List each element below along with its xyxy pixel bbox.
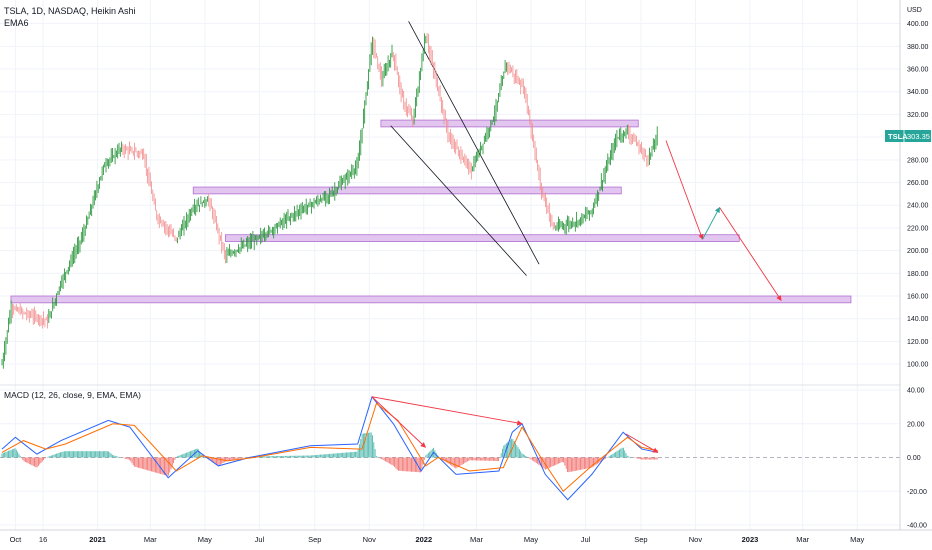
projection-arrows[interactable]: [665, 140, 782, 302]
price-tick-label: 220.00: [907, 225, 929, 232]
time-tick-label: 2021: [89, 535, 106, 544]
time-tick-label: Jul: [581, 535, 591, 544]
macd-divergence-arrows[interactable]: [371, 396, 659, 453]
price-tag-value: 303.35: [907, 132, 930, 141]
time-tick-label: 16: [39, 535, 47, 544]
time-tick-label: Nov: [363, 535, 377, 544]
divergence-arrow[interactable]: [625, 433, 659, 453]
price-tick-label: 200.00: [907, 248, 929, 255]
price-tick-label: 320.00: [907, 112, 929, 119]
price-tick-label: 240.00: [907, 203, 929, 210]
price-tick-label: 400.00: [907, 21, 929, 28]
time-tick-label: Nov: [689, 535, 703, 544]
macd-series-line: [1, 402, 659, 493]
price-tick-label: 120.00: [907, 339, 929, 346]
price-tick-label: 280.00: [907, 157, 929, 164]
zone-rect[interactable]: [225, 234, 740, 242]
time-tick-label: May: [198, 535, 212, 544]
time-tick-label: 2022: [415, 535, 432, 544]
price-candles: [1, 33, 658, 369]
price-tag-background: [885, 130, 931, 142]
trendline[interactable]: [390, 125, 527, 276]
macd-tick-label: 0.00: [907, 455, 921, 462]
time-tick-label: Mar: [144, 535, 157, 544]
projection-arrow[interactable]: [719, 207, 782, 302]
price-tag-symbol: TSLA: [888, 132, 908, 141]
macd-lines: [1, 395, 659, 501]
macd-series-line: [1, 395, 659, 501]
indicator-label[interactable]: EMA6: [4, 18, 29, 28]
currency-label: USD: [907, 7, 922, 14]
last-price-tag: TSLA 303.35: [885, 130, 931, 142]
time-tick-label: Sep: [308, 535, 321, 544]
time-axis[interactable]: Oct 16 2021 Mar May Jul Sep Nov 2022 Mar May Jul Sep…: [10, 535, 865, 544]
projection-arrow[interactable]: [665, 140, 704, 240]
chart-title: TSLA, 1D, NASDAQ, Heikin Ashi: [4, 6, 136, 16]
macd-axis[interactable]: 40.00 20.00 0.00 -20.00 -40.00: [907, 388, 927, 530]
time-tick-label: 2023: [742, 535, 759, 544]
macd-tick-label: -20.00: [907, 489, 927, 496]
trendline[interactable]: [408, 21, 540, 265]
price-tick-label: 360.00: [907, 67, 929, 74]
zone-rect[interactable]: [192, 186, 622, 195]
projection-arrow[interactable]: [702, 207, 720, 240]
time-tick-label: Sep: [634, 535, 647, 544]
support-resistance-zones[interactable]: [10, 119, 852, 304]
price-tick-label: 180.00: [907, 271, 929, 278]
price-axis[interactable]: 100.00 120.00 140.00 160.00 180.00 200.00 220.…: [907, 21, 929, 368]
price-tick-label: 380.00: [907, 44, 929, 51]
divergence-arrow[interactable]: [371, 396, 426, 448]
trendlines[interactable]: [390, 21, 540, 276]
time-tick-label: Mar: [470, 535, 483, 544]
zone-rect[interactable]: [10, 295, 852, 304]
zone-rect[interactable]: [380, 119, 639, 128]
time-tick-label: May: [524, 535, 538, 544]
time-tick-label: Jul: [255, 535, 265, 544]
time-tick-label: May: [850, 535, 864, 544]
macd-tick-label: 40.00: [907, 388, 925, 395]
time-tick-label: Mar: [796, 535, 809, 544]
macd-tick-label: -40.00: [907, 523, 927, 530]
macd-tick-label: 20.00: [907, 421, 925, 428]
macd-title[interactable]: MACD (12, 26, close, 9, EMA, EMA): [4, 390, 141, 400]
price-tick-label: 100.00: [907, 362, 929, 369]
price-tick-label: 160.00: [907, 294, 929, 301]
price-tick-label: 340.00: [907, 89, 929, 96]
price-tick-label: 140.00: [907, 316, 929, 323]
macd-histogram: [1, 432, 658, 476]
price-tick-label: 260.00: [907, 180, 929, 187]
time-tick-label: Oct: [10, 535, 23, 544]
divergence-arrow[interactable]: [371, 396, 523, 426]
